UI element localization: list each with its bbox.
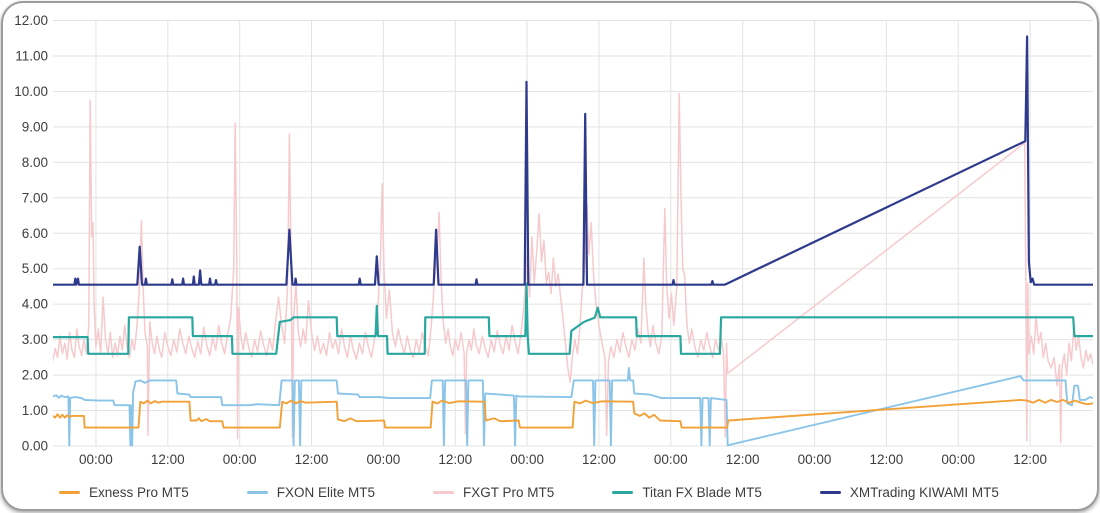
series-line-fxon-elite-mt5	[53, 367, 1093, 447]
x-axis-tick-label: 12:00	[870, 452, 904, 467]
legend-label: XMTrading KIWAMI MT5	[849, 485, 999, 500]
x-axis-tick-label: 12:00	[438, 452, 472, 467]
y-axis-tick-label: 3.00	[22, 332, 48, 347]
legend-swatch-icon	[612, 491, 634, 494]
legend-item-xmtrading-kiwami-mt5[interactable]: XMTrading KIWAMI MT5	[819, 485, 999, 500]
y-axis-tick-label: 10.00	[14, 84, 48, 99]
x-axis-tick-label: 00:00	[510, 452, 544, 467]
legend-swatch-icon	[819, 491, 841, 494]
y-axis-tick-label: 9.00	[22, 119, 48, 134]
legend-swatch-icon	[246, 491, 268, 494]
plot-area: 0.00 1.00 2.00 3.00 4.00 5.00 6.00 7.00 8.00 9.00…	[3, 3, 1097, 469]
series-line-exness-pro-mt5	[53, 398, 1093, 429]
x-axis-tick-label: 00:00	[941, 452, 975, 467]
legend-label: FXON Elite MT5	[276, 485, 376, 500]
spread-line-chart: 0.00 1.00 2.00 3.00 4.00 5.00 6.00 7.00 8.00 9.00…	[14, 13, 1093, 467]
x-axis-tick-label: 12:00	[1013, 452, 1047, 467]
x-axis-tick-label: 12:00	[726, 452, 760, 467]
series-line-xmtrading-kiwami-mt5	[53, 35, 1093, 286]
x-axis-tick-label: 12:00	[582, 452, 616, 467]
x-axis-tick-label: 12:00	[151, 452, 185, 467]
y-axis-tick-label: 4.00	[22, 297, 48, 312]
y-axis-tick-label: 11.00	[15, 48, 48, 63]
legend-label: FXGT Pro MT5	[463, 485, 555, 500]
legend-label: Exness Pro MT5	[89, 485, 189, 500]
legend-item-fxgt-pro-mt5[interactable]: FXGT Pro MT5	[433, 485, 554, 500]
legend-item-fxon-elite-mt5[interactable]: FXON Elite MT5	[246, 485, 376, 500]
y-axis-tick-label: 12.00	[14, 13, 48, 28]
x-axis-tick-label: 00:00	[366, 452, 400, 467]
x-axis-tick-label: 00:00	[223, 452, 257, 467]
y-axis-tick-label: 1.00	[22, 403, 48, 418]
x-axis-tick-label: 00:00	[798, 452, 832, 467]
y-axis-tick-label: 2.00	[22, 368, 48, 383]
x-axis-tick-label: 00:00	[654, 452, 688, 467]
y-axis-tick-label: 0.00	[22, 439, 48, 454]
legend-swatch-icon	[59, 491, 80, 494]
y-axis-tick-label: 8.00	[22, 155, 48, 170]
y-axis-tick-label: 7.00	[22, 190, 48, 205]
y-axis-tick-label: 6.00	[22, 226, 48, 241]
legend-label: Titan FX Blade MT5	[642, 485, 762, 500]
legend-swatch-icon	[433, 491, 455, 494]
legend-item-titan-fx-blade-mt5[interactable]: Titan FX Blade MT5	[612, 485, 762, 500]
legend-item-exness-pro-mt5[interactable]: Exness Pro MT5	[59, 485, 189, 500]
legend: Exness Pro MT5 FXON Elite MT5 FXGT Pro MT5…	[3, 485, 1097, 500]
series-line-titan-fx-blade-mt5	[53, 282, 1093, 355]
y-axis-tick-label: 5.00	[22, 261, 48, 276]
x-axis-tick-label: 00:00	[79, 452, 113, 467]
x-axis-tick-label: 12:00	[295, 452, 329, 467]
